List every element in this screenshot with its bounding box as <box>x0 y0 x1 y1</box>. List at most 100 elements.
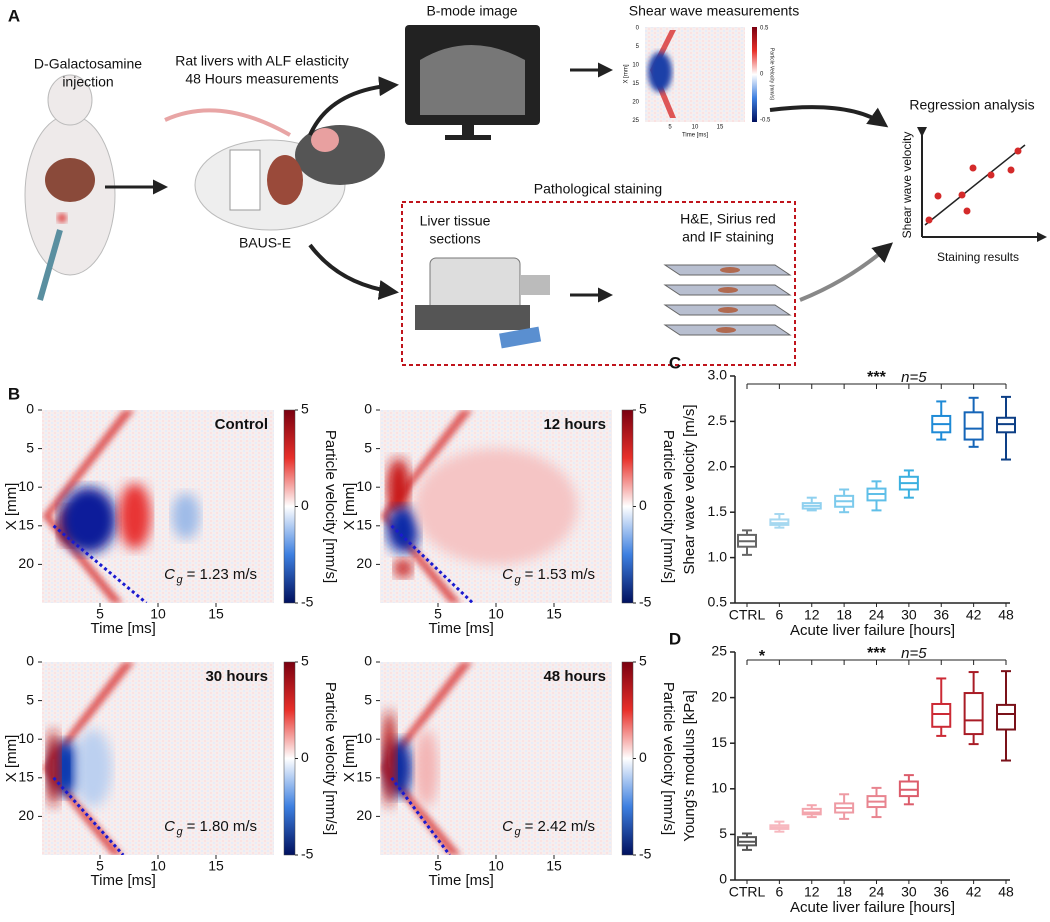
speed-line <box>52 524 148 603</box>
y-tick-label: 1.0 <box>708 548 728 564</box>
box <box>996 703 1016 731</box>
x-tick-label: 10 <box>488 858 504 874</box>
wave-blob <box>118 483 152 549</box>
y-tick-label: 10 <box>18 478 34 494</box>
inset-x-tick: 10 <box>692 125 699 131</box>
heatmap <box>42 662 274 855</box>
rat-text: 48 Hours measurements <box>185 71 338 87</box>
speed-subscript: g <box>515 826 522 838</box>
x-axis-label: Time [ms] <box>91 872 156 889</box>
injection-text: D-Galactosamine <box>34 56 142 72</box>
y-tick-label: 20 <box>356 807 372 823</box>
pathology-label: Pathological staining <box>534 181 662 197</box>
y-axis-label: Young's modulus [kPa] <box>681 690 698 842</box>
colorbar-tick-label: -5 <box>639 594 652 610</box>
y-tick-label: 5 <box>26 691 34 707</box>
y-axis-label: Shear wave velocity [m/s] <box>681 404 698 574</box>
y-tick-label: 0.5 <box>708 594 728 610</box>
wave-blob <box>386 458 411 517</box>
y-tick-label: 1.5 <box>708 503 728 519</box>
wave-blob <box>382 710 397 807</box>
colorbar-tick-label: -5 <box>301 846 314 862</box>
speed-subscript: g <box>177 826 184 838</box>
colorbar-tick-label: 0 <box>639 497 647 513</box>
x-axis-label: Acute liver failure [hours] <box>790 899 955 916</box>
x-tick-label: 15 <box>546 858 562 874</box>
heatmap <box>380 410 612 603</box>
speed-line <box>390 776 451 855</box>
colorbar-label: Particle velocity [mm/s] <box>660 430 677 583</box>
speed-text: = 1.23 m/s <box>187 566 257 583</box>
speed-text: = 1.53 m/s <box>525 566 595 583</box>
wave-blob <box>60 487 117 553</box>
y-tick-label: 5 <box>364 439 372 455</box>
y-tick-label: 0 <box>364 401 372 417</box>
speed-subscript: g <box>177 574 184 586</box>
y-tick-label: 5 <box>719 825 727 841</box>
x-tick-label: 15 <box>208 606 224 622</box>
x-tick-label: 18 <box>836 884 852 900</box>
x-tick-label: 24 <box>869 884 885 900</box>
x-axis-label: Time [ms] <box>91 620 156 637</box>
colorbar-label: Particle velocity [mm/s] <box>322 682 339 835</box>
inset-y-tick: 25 <box>632 118 639 124</box>
heatmap <box>380 662 612 855</box>
colorbar <box>621 409 634 604</box>
inset-y-label: X [mm] <box>624 64 630 83</box>
wave-blob <box>74 729 112 807</box>
y-tick-label: 10 <box>356 478 372 494</box>
y-axis-label: X [mm] <box>341 483 358 531</box>
colorbar-tick-label: 0 <box>639 749 647 765</box>
y-tick-label: 10 <box>18 730 34 746</box>
x-tick-label: 15 <box>546 606 562 622</box>
colorbar-tick-label: 5 <box>301 401 309 417</box>
y-tick-label: 10 <box>711 780 727 796</box>
y-tick-label: 0 <box>364 653 372 669</box>
x-tick-label: 10 <box>150 606 166 622</box>
colorbar <box>621 661 634 856</box>
colorbar <box>283 661 296 856</box>
y-tick-label: 0 <box>26 653 34 669</box>
inset-c-tick: 0 <box>760 72 764 78</box>
y-tick-label: 20 <box>18 555 34 571</box>
inset-x-tick: 15 <box>717 125 724 131</box>
y-tick-label: 10 <box>356 730 372 746</box>
x-tick-label: 5 <box>434 606 442 622</box>
x-tick-label: 30 <box>901 884 917 900</box>
wave-blob <box>171 492 200 540</box>
x-tick-label: 24 <box>869 607 885 623</box>
speed-symbol: C <box>502 566 513 583</box>
x-tick-label: 15 <box>208 858 224 874</box>
wave-blob <box>414 729 438 807</box>
y-tick-label: 0 <box>719 871 727 887</box>
rat-text: Rat livers with ALF elasticity <box>175 53 349 69</box>
x-tick-label: 6 <box>775 884 783 900</box>
inset-y-tick: 15 <box>632 81 639 87</box>
y-tick-label: 15 <box>711 734 727 750</box>
wave-blob <box>393 558 413 578</box>
x-tick-label: CTRL <box>729 884 766 900</box>
box <box>931 702 952 728</box>
box <box>963 411 984 441</box>
box <box>963 692 984 736</box>
panel-label: D <box>669 629 681 648</box>
colorbar-label: Particle velocity [mm/s] <box>322 430 339 583</box>
colorbar-tick-label: 5 <box>639 401 647 417</box>
inset-c-label: Particle Velocity (mm/s) <box>769 48 775 101</box>
speed-text: = 2.42 m/s <box>525 818 595 835</box>
x-tick-label: 36 <box>933 884 949 900</box>
x-tick-label: 30 <box>901 607 917 623</box>
panel-label: A <box>8 6 20 25</box>
n-label: n=5 <box>901 645 927 662</box>
significance: *** <box>867 645 886 662</box>
x-tick-label: 10 <box>488 606 504 622</box>
wave-blob <box>414 448 578 565</box>
y-tick-label: 3.0 <box>708 367 728 383</box>
wave-front <box>380 662 473 855</box>
inset-c-tick: -0.5 <box>760 118 771 124</box>
bmode-label: B-mode image <box>426 3 517 19</box>
inset-x-label: Time [ms] <box>682 133 708 139</box>
y-tick-label: 5 <box>364 691 372 707</box>
colorbar-tick-label: 0 <box>301 497 309 513</box>
